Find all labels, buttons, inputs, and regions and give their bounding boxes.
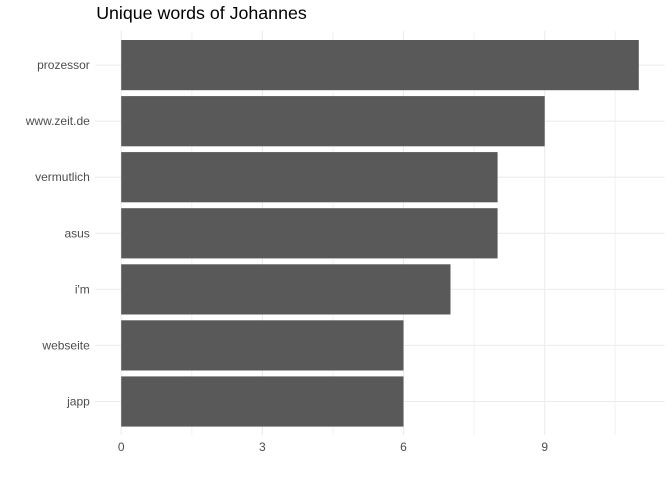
svg-text:webseite: webseite [41,338,90,352]
svg-text:3: 3 [259,440,266,454]
svg-text:9: 9 [541,440,548,454]
svg-text:vermutlich: vermutlich [35,170,90,184]
svg-text:www.zeit.de: www.zeit.de [25,114,90,128]
svg-text:prozessor: prozessor [37,58,90,72]
svg-text:Unique words of Johannes: Unique words of Johannes [96,3,307,23]
svg-text:japp: japp [66,395,90,409]
svg-text:6: 6 [400,440,407,454]
svg-text:0: 0 [118,440,125,454]
svg-text:asus: asus [64,226,89,240]
svg-text:i'm: i'm [75,282,90,296]
